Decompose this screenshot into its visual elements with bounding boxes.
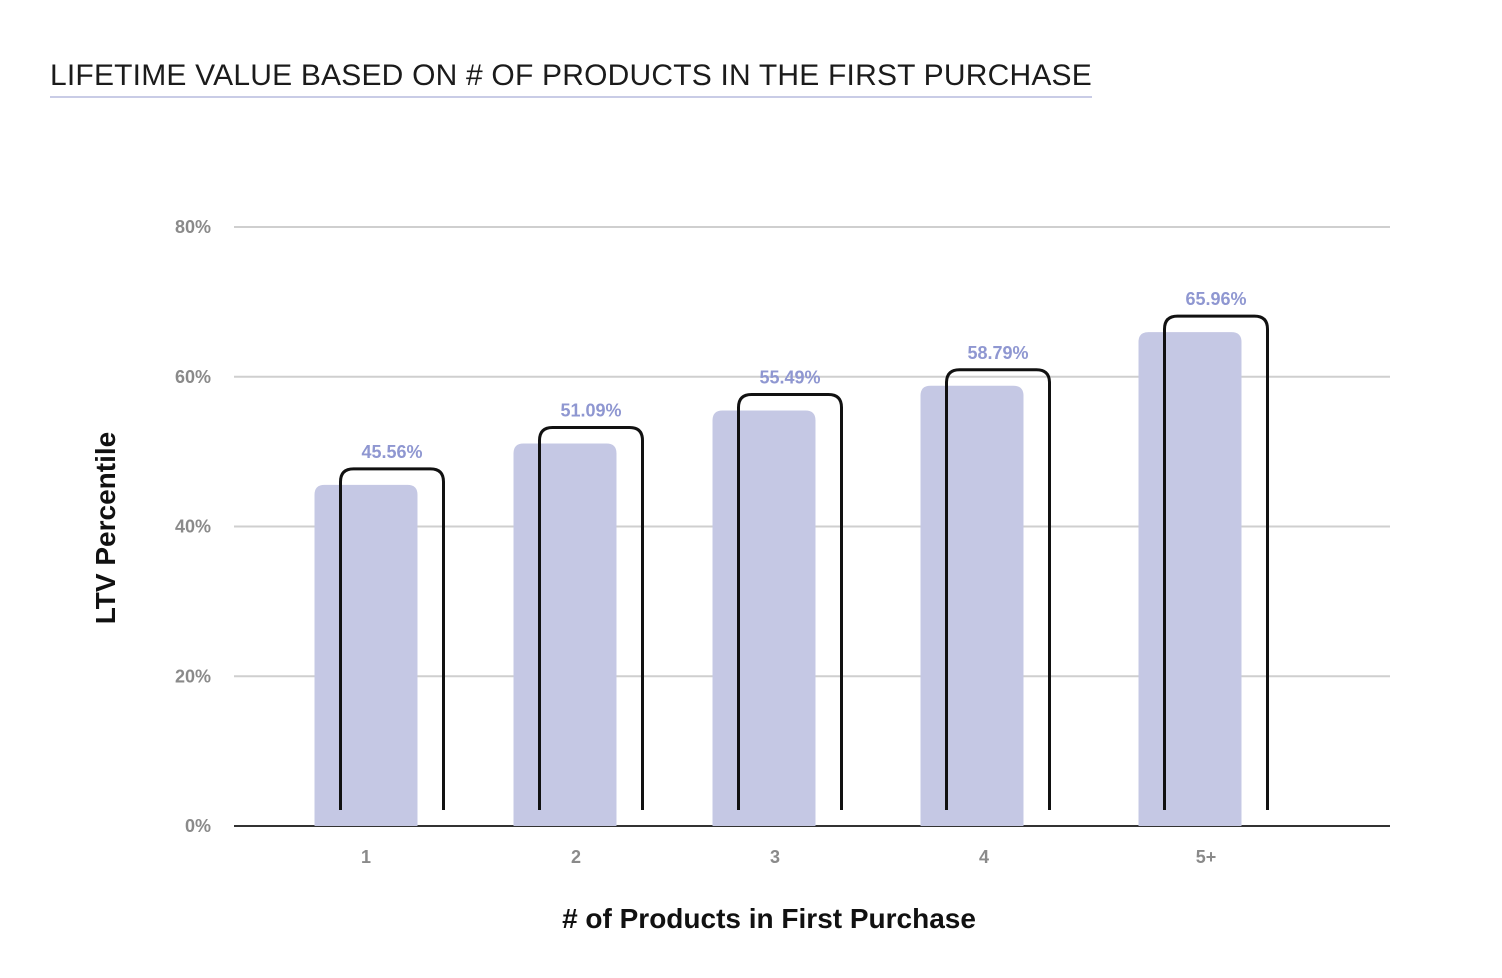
page-title: LIFETIME VALUE BASED ON # OF PRODUCTS IN… (50, 58, 1092, 98)
y-tick-label: 60% (175, 367, 211, 387)
y-axis-title: LTV Percentile (90, 432, 121, 624)
labels: 0% 20% 40% 60% 80% 45.56% 1 51.09% 2 55.49% 3 58.79… (175, 217, 1247, 867)
y-tick-label: 0% (185, 816, 211, 836)
bar (314, 484, 418, 826)
value-label: 45.56% (361, 442, 422, 462)
bar (712, 410, 816, 826)
value-label: 51.09% (560, 400, 621, 420)
bar-bracket (1163, 314, 1269, 810)
bars (314, 332, 1242, 826)
y-tick-label: 20% (175, 666, 211, 686)
x-tick-label: 3 (770, 847, 780, 867)
bar (513, 443, 617, 826)
x-tick-label: 4 (979, 847, 989, 867)
bar (1138, 332, 1242, 826)
x-tick-label: 1 (361, 847, 371, 867)
x-axis-title: # of Products in First Purchase (562, 903, 976, 934)
bar-bracket (945, 368, 1051, 810)
value-label: 55.49% (759, 368, 820, 388)
bar-bracket (339, 467, 445, 810)
x-tick-label: 5+ (1196, 847, 1217, 867)
value-label: 65.96% (1185, 289, 1246, 309)
brackets (339, 314, 1269, 810)
bar-bracket (737, 393, 843, 810)
value-label: 58.79% (967, 343, 1028, 363)
bar (920, 385, 1024, 826)
x-tick-label: 2 (571, 847, 581, 867)
bar-bracket (538, 425, 644, 810)
y-tick-label: 40% (175, 517, 211, 537)
y-tick-label: 80% (175, 217, 211, 237)
